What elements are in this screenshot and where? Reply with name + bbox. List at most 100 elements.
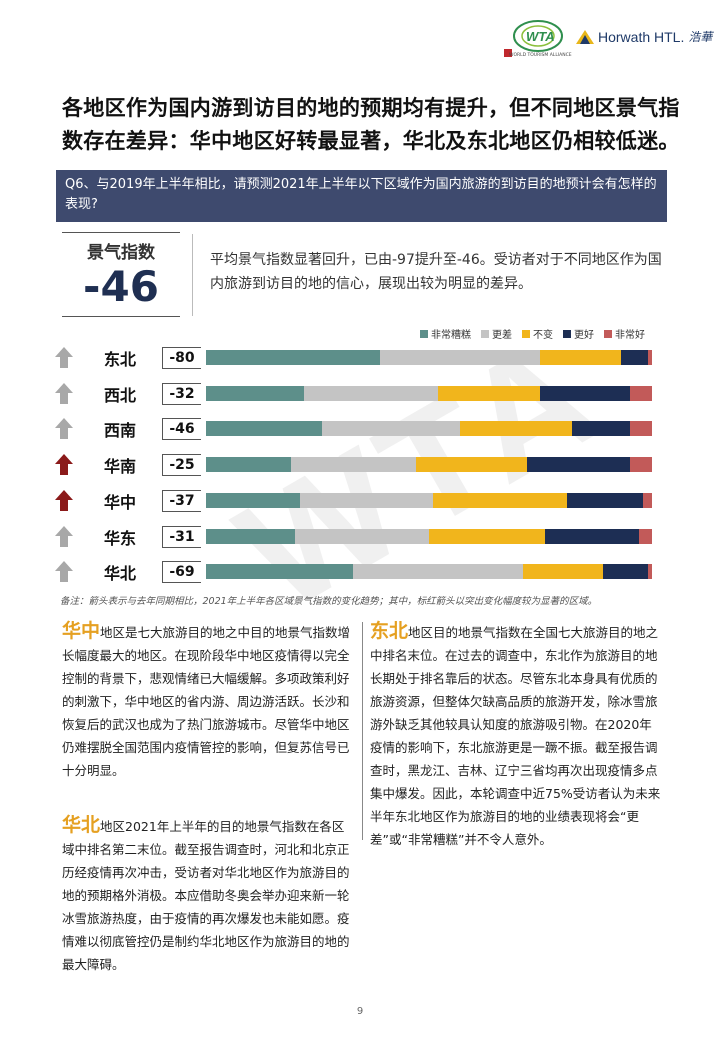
bar-segment-very-good xyxy=(647,564,652,580)
region-label: 华南 xyxy=(104,457,137,477)
chart-row: 西北 -32 xyxy=(50,381,660,405)
bar-segment-better xyxy=(602,564,648,580)
bar-segment-same xyxy=(433,492,568,508)
legend-label-same: 不变 xyxy=(533,330,553,341)
bar-segment-same xyxy=(540,350,621,365)
column-northeast: 东北地区目的地景气指数在全国七大旅游目的地之中排名末位。在过去的调查中，东北作为… xyxy=(370,620,662,851)
index-top-rule xyxy=(62,232,180,233)
legend-label-worse: 更差 xyxy=(492,330,512,341)
region-score: -32 xyxy=(162,382,201,405)
up-arrow-icon xyxy=(55,525,73,547)
legend-item-better: 更好 xyxy=(563,326,594,341)
region-score: -46 xyxy=(162,418,201,441)
region-score: -25 xyxy=(162,454,201,477)
region-label: 西南 xyxy=(104,421,137,441)
legend-label-better: 更好 xyxy=(574,330,594,341)
bar-segment-very-bad xyxy=(206,528,296,544)
wta-subtitle: WORLD TOURISM ALLIANCE xyxy=(509,53,572,58)
legend-swatch-worse xyxy=(481,329,489,338)
chart-legend: 非常糟糕 更差 不变 更好 非常好 xyxy=(420,326,645,341)
bar-segment-better xyxy=(620,350,648,365)
horwath-cn-name: 浩華 xyxy=(688,30,713,44)
wta-logo: WTA xyxy=(500,14,570,64)
bar-segment-same xyxy=(428,528,545,544)
horwath-name: Horwath HTL. xyxy=(598,28,685,45)
stacked-bar xyxy=(206,457,652,473)
up-arrow-icon xyxy=(55,561,73,583)
region-label: 华东 xyxy=(104,528,137,548)
bar-segment-same xyxy=(437,385,541,401)
bar-segment-very-bad xyxy=(206,457,291,473)
index-description: 平均景气指数显著回升，已由-97提升至-46。受访者对于不同地区作为国内旅游到访… xyxy=(210,252,662,292)
legend-swatch-very-bad xyxy=(420,329,428,338)
stacked-bar xyxy=(206,564,652,580)
stacked-bar-chart: 东北 -80 西北 -32 西南 -46 华南 -25 华中 -37 华东 -31 华北 -69 xyxy=(50,345,660,590)
chart-note: 备注：箭头表示与去年同期相比，2021年上半年各区域景气指数的变化趋势；其中，标… xyxy=(60,596,598,607)
bar-segment-worse xyxy=(299,492,434,508)
bar-segment-same xyxy=(460,421,572,437)
bar-segment-worse xyxy=(379,350,541,365)
bar-segment-very-good xyxy=(629,457,652,473)
chart-row: 华南 -25 xyxy=(50,452,660,477)
up-arrow-icon xyxy=(55,382,73,404)
wta-logo-text: WTA xyxy=(526,29,555,44)
bar-segment-very-good xyxy=(629,385,652,401)
legend-item-very-good: 非常好 xyxy=(604,326,645,341)
paragraph-north-china: 地区2021年上半年的目的地景气指数在各区域中排名第二末位。截至报告调查时，河北… xyxy=(62,819,350,972)
stacked-bar xyxy=(206,385,652,401)
legend-label-very-bad: 非常糟糕 xyxy=(431,330,471,341)
bar-segment-very-bad xyxy=(206,350,380,365)
bar-segment-very-bad xyxy=(206,564,354,580)
region-score: -80 xyxy=(162,347,201,369)
region-label: 东北 xyxy=(104,350,137,369)
region-label: 华北 xyxy=(104,564,137,584)
highlight-north-china: 华北 xyxy=(62,814,101,836)
horwath-triangle-icon xyxy=(576,29,594,44)
region-score: -31 xyxy=(162,525,201,548)
bar-segment-better xyxy=(571,421,630,437)
bar-segment-worse xyxy=(295,528,429,544)
index-divider xyxy=(192,234,193,316)
legend-label-very-good: 非常好 xyxy=(615,330,645,341)
bar-segment-better xyxy=(527,457,630,473)
bar-segment-worse xyxy=(353,564,523,580)
stacked-bar xyxy=(206,492,652,508)
legend-item-very-bad: 非常糟糕 xyxy=(420,326,471,341)
horwath-logo: Horwath HTL. 浩華 xyxy=(576,28,712,45)
bar-segment-very-bad xyxy=(206,421,322,437)
up-arrow-icon xyxy=(55,489,73,511)
bar-segment-very-good xyxy=(647,350,652,365)
up-arrow-icon xyxy=(55,454,73,476)
bar-segment-very-good xyxy=(638,528,652,544)
index-label: 景气指数 xyxy=(87,243,155,263)
bar-segment-worse xyxy=(304,385,438,401)
column-central-china: 华中地区是七大旅游目的地之中目的地景气指数增长幅度最大的地区。在现阶段华中地区疫… xyxy=(62,620,354,782)
stacked-bar xyxy=(206,528,652,544)
highlight-central-china: 华中 xyxy=(62,620,101,642)
region-score: -37 xyxy=(162,489,201,512)
legend-swatch-better xyxy=(563,329,571,338)
bar-segment-very-good xyxy=(643,492,652,508)
bar-segment-very-bad xyxy=(206,492,300,508)
index-value: -46 xyxy=(83,262,159,311)
chart-row: 华中 -37 xyxy=(50,488,660,512)
bar-segment-same xyxy=(415,457,528,473)
paragraph-northeast: 地区目的地景气指数在全国七大旅游目的地之中排名末位。在过去的调查中，东北作为旅游… xyxy=(370,625,661,847)
legend-swatch-very-good xyxy=(604,329,612,338)
bar-segment-very-bad xyxy=(206,385,305,401)
chart-row: 华北 -69 xyxy=(50,559,660,584)
bar-segment-better xyxy=(567,492,644,508)
legend-item-worse: 更差 xyxy=(481,326,512,341)
question-box: Q6、与2019年上半年相比，请预测2021年上半年以下区域作为国内旅游的到访目… xyxy=(56,170,667,222)
up-arrow-icon xyxy=(55,347,73,368)
column-divider xyxy=(362,622,363,840)
legend-item-same: 不变 xyxy=(522,326,553,341)
bar-segment-very-good xyxy=(629,421,652,437)
bar-segment-worse xyxy=(290,457,416,473)
chart-row: 西南 -46 xyxy=(50,416,660,441)
bar-segment-same xyxy=(522,564,603,580)
stacked-bar xyxy=(206,421,652,437)
page-headline: 各地区作为国内游到访目的地的预期均有提升，但不同地区景气指数存在差异：华中地区好… xyxy=(62,96,680,153)
column-north-china: 华北地区2021年上半年的目的地景气指数在各区域中排名第二末位。截至报告调查时，… xyxy=(62,814,354,976)
bar-segment-better xyxy=(544,528,639,544)
